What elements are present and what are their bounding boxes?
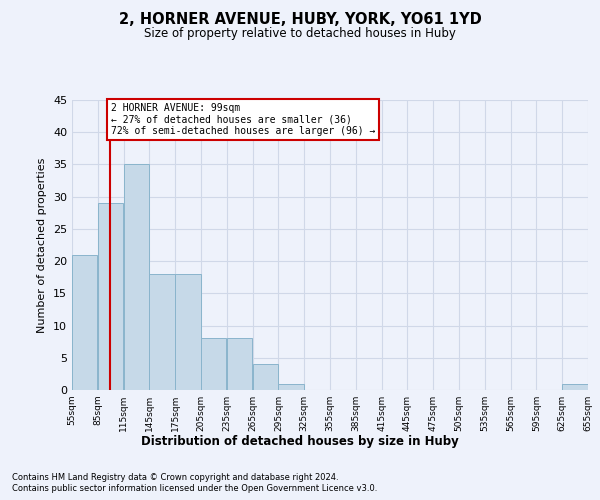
Text: Distribution of detached houses by size in Huby: Distribution of detached houses by size …: [141, 435, 459, 448]
Bar: [227, 338, 252, 390]
Text: Contains HM Land Registry data © Crown copyright and database right 2024.: Contains HM Land Registry data © Crown c…: [12, 472, 338, 482]
Text: 2, HORNER AVENUE, HUBY, YORK, YO61 1YD: 2, HORNER AVENUE, HUBY, YORK, YO61 1YD: [119, 12, 481, 28]
Bar: [175, 274, 200, 390]
Bar: [201, 338, 226, 390]
Bar: [562, 384, 587, 390]
Bar: [149, 274, 175, 390]
Bar: [98, 203, 123, 390]
Y-axis label: Number of detached properties: Number of detached properties: [37, 158, 47, 332]
Bar: [278, 384, 304, 390]
Bar: [253, 364, 278, 390]
Text: 2 HORNER AVENUE: 99sqm
← 27% of detached houses are smaller (36)
72% of semi-det: 2 HORNER AVENUE: 99sqm ← 27% of detached…: [111, 103, 375, 136]
Bar: [72, 254, 97, 390]
Text: Size of property relative to detached houses in Huby: Size of property relative to detached ho…: [144, 28, 456, 40]
Bar: [124, 164, 149, 390]
Text: Contains public sector information licensed under the Open Government Licence v3: Contains public sector information licen…: [12, 484, 377, 493]
